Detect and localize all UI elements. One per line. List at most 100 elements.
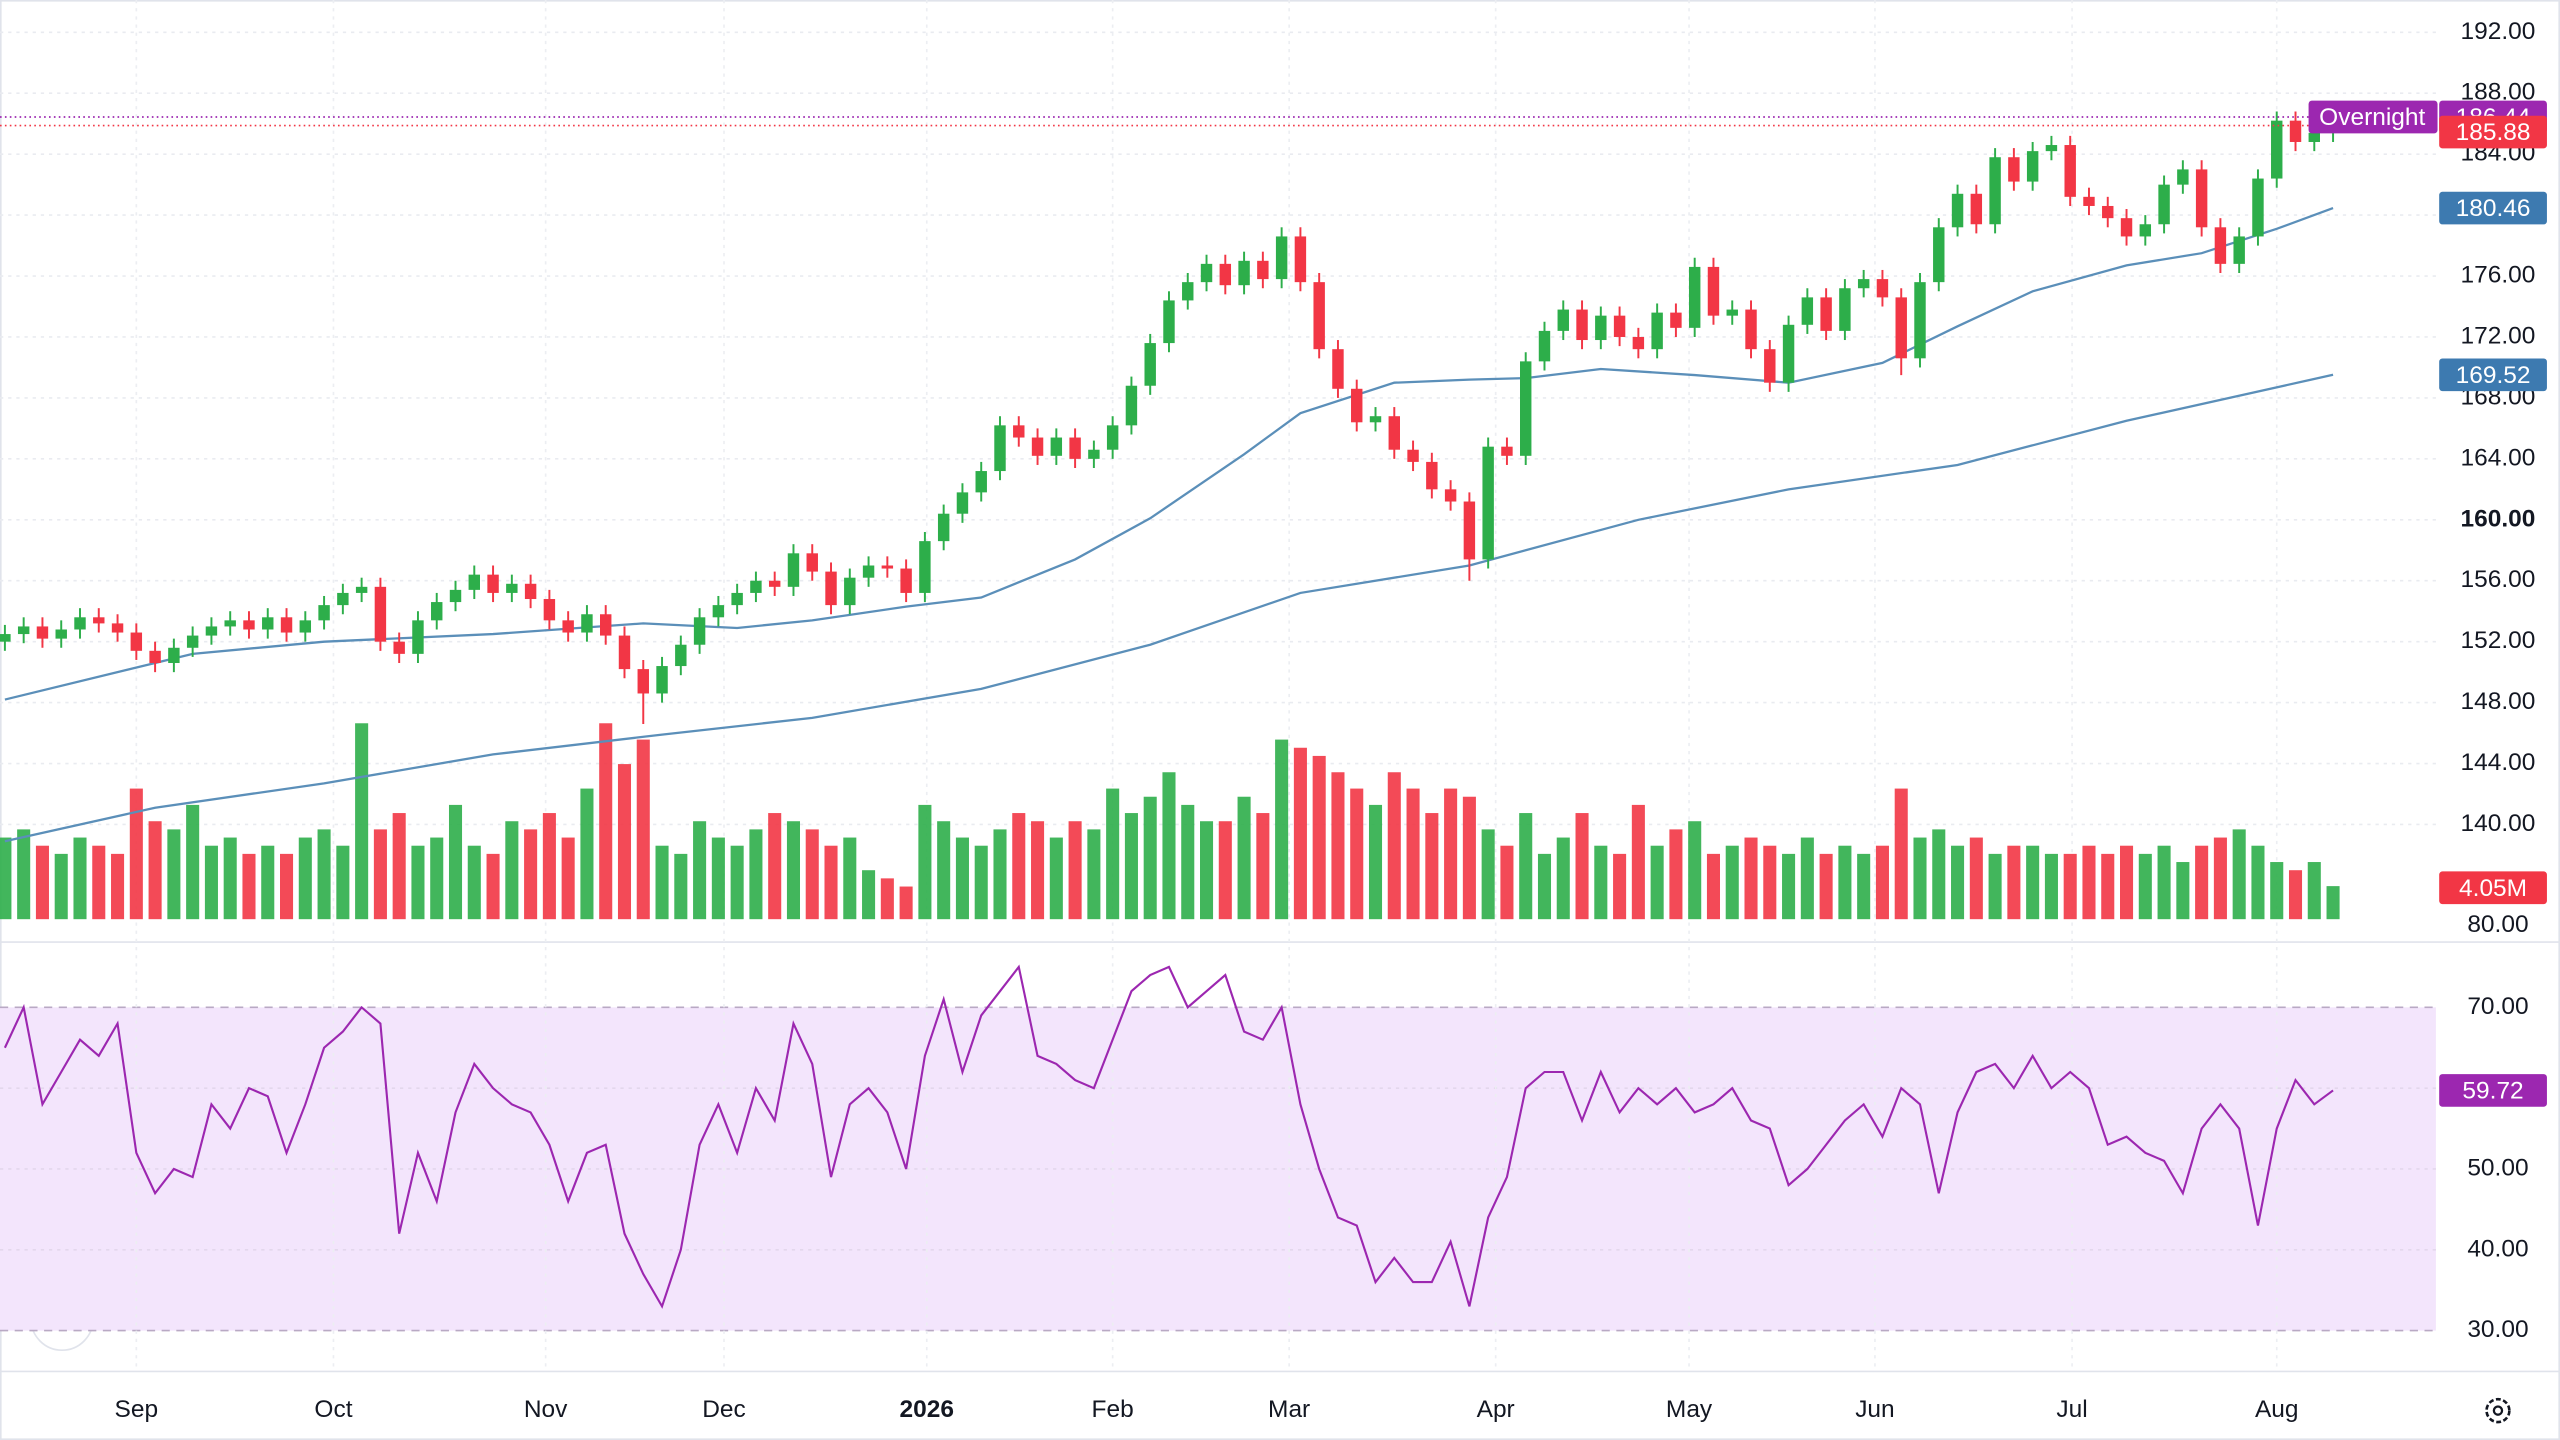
volume-bar xyxy=(1143,796,1157,920)
candle-body xyxy=(994,425,1006,472)
candle-body xyxy=(1839,288,1851,331)
volume-bar xyxy=(1500,845,1514,920)
volume-bar xyxy=(1631,804,1645,920)
volume-bar xyxy=(1312,755,1326,920)
candle-body xyxy=(731,592,743,606)
candle-body xyxy=(2120,218,2133,237)
volume-bar xyxy=(1200,821,1214,920)
candle-body xyxy=(1632,336,1645,350)
candle-body xyxy=(186,635,199,648)
volume-bar xyxy=(17,829,31,920)
candle-body xyxy=(562,620,574,633)
moving-average xyxy=(4,207,2334,701)
volume-bar xyxy=(336,845,350,920)
settings-icon[interactable] xyxy=(2485,1397,2511,1424)
candle-body xyxy=(1351,388,1363,423)
candle-body xyxy=(2083,196,2095,206)
candle-body xyxy=(393,641,405,654)
candle-body xyxy=(168,647,180,664)
volume-bar xyxy=(92,845,106,920)
candle-body xyxy=(2308,132,2320,142)
volume-bar xyxy=(824,845,838,920)
volume-bar xyxy=(1068,821,1082,920)
candle-body xyxy=(1369,416,1382,423)
candle-body xyxy=(1970,193,1983,225)
candle-body xyxy=(1219,263,1232,286)
candle-body xyxy=(712,605,725,618)
volume-bar xyxy=(1406,788,1420,920)
candle-body xyxy=(355,586,368,593)
volume-bar xyxy=(261,845,275,920)
candle-body xyxy=(2271,120,2283,179)
candle-body xyxy=(1313,282,1325,350)
y-tick-label: 156.00 xyxy=(2461,566,2536,593)
volume-bar xyxy=(129,788,143,920)
candle-body xyxy=(844,577,856,606)
volume-bar xyxy=(805,829,819,920)
volume-bar xyxy=(1387,772,1401,920)
candle-body xyxy=(1520,361,1532,456)
candle-body xyxy=(1914,282,1926,359)
last-price-badge xyxy=(2439,115,2547,149)
volume-bar xyxy=(974,845,988,920)
volume-bar xyxy=(2026,845,2040,920)
x-tick-label: Dec xyxy=(702,1396,746,1423)
volume-bar xyxy=(1838,845,1852,920)
y-tick-label: 148.00 xyxy=(2461,688,2536,715)
candle-body xyxy=(1088,449,1100,459)
candle-body xyxy=(2289,120,2302,142)
candle-body xyxy=(1050,437,1063,456)
volume-bar xyxy=(843,837,857,920)
candle-body xyxy=(1407,449,1419,462)
candle-body xyxy=(262,617,274,630)
volume-bar xyxy=(655,845,669,920)
moving-average-label: 180.46 xyxy=(2456,195,2531,222)
candle-body xyxy=(825,571,837,606)
volume-bar xyxy=(73,837,87,920)
candle-body xyxy=(1820,297,1832,331)
volume-bar xyxy=(730,845,744,920)
candle-body xyxy=(675,644,687,667)
volume-bar xyxy=(1012,813,1026,920)
volume-axis-label: 80.00 xyxy=(2467,911,2528,938)
candle-body xyxy=(74,617,86,630)
candle-body xyxy=(2102,205,2114,219)
x-tick-label: Aug xyxy=(2255,1396,2299,1423)
volume-bar xyxy=(186,804,200,920)
candle-body xyxy=(2045,145,2058,152)
volume-bar xyxy=(1819,853,1833,920)
volume-bar xyxy=(505,821,519,920)
candle-body xyxy=(2139,224,2152,237)
volume-bar xyxy=(899,886,913,920)
volume-bar xyxy=(355,723,369,920)
candle-body xyxy=(487,574,499,593)
candle-body xyxy=(1144,343,1156,386)
candle-body xyxy=(318,605,330,621)
volume-bar xyxy=(1368,804,1383,920)
candle-body xyxy=(937,513,950,542)
x-tick-label: 2026 xyxy=(900,1396,954,1423)
volume-bar xyxy=(1763,845,1777,920)
candle-body xyxy=(149,650,161,664)
volume-bar xyxy=(2082,845,2096,920)
candle-body xyxy=(1444,489,1457,502)
candle-body xyxy=(1200,263,1213,283)
candle-body xyxy=(2177,169,2189,185)
volume-bar xyxy=(35,845,49,920)
volume-bar xyxy=(1087,829,1101,920)
candle-body xyxy=(55,629,67,639)
volume-bar xyxy=(1688,821,1702,920)
x-tick-label: Mar xyxy=(1268,1396,1310,1423)
rsi-tick-label: 40.00 xyxy=(2467,1235,2528,1262)
volume-bar xyxy=(148,821,162,920)
volume-bar xyxy=(298,837,312,920)
volume-bar xyxy=(54,853,68,920)
volume-bar xyxy=(674,853,688,920)
volume-bar xyxy=(955,837,969,920)
volume-bar xyxy=(768,813,782,920)
volume-bar xyxy=(1331,772,1345,920)
volume-bar xyxy=(1049,837,1063,920)
candle-body xyxy=(243,620,255,630)
volume-bar xyxy=(599,723,613,920)
